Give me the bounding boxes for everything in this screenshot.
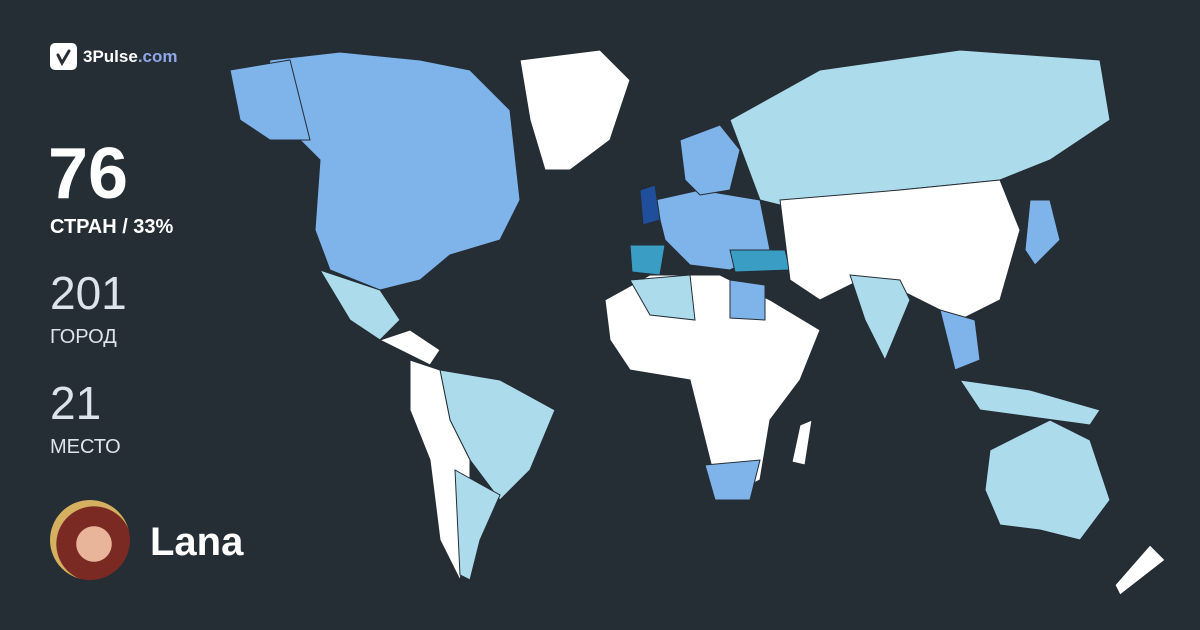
country-central-america[interactable]	[378, 329, 441, 366]
country-madagascar[interactable]	[791, 419, 813, 466]
country-indonesia[interactable]	[958, 379, 1101, 426]
country-greenland[interactable]	[519, 49, 631, 171]
rank-label: МЕСТО	[50, 436, 121, 458]
country-scandinavia[interactable]	[679, 124, 741, 196]
avatar[interactable]	[50, 500, 130, 580]
user-name[interactable]: Lana	[150, 520, 244, 564]
country-egypt[interactable]	[729, 279, 766, 321]
countries-count: 76	[48, 134, 129, 214]
country-spain[interactable]	[629, 244, 666, 276]
country-alaska[interactable]	[229, 59, 311, 141]
cities-count: 201	[50, 267, 127, 319]
country-southeast-asia[interactable]	[939, 309, 981, 371]
country-algeria[interactable]	[629, 274, 696, 321]
cities-label: ГОРОД	[50, 326, 117, 348]
country-uk[interactable]	[639, 184, 661, 226]
country-australia[interactable]	[984, 419, 1111, 541]
country-argentina[interactable]	[454, 469, 501, 581]
rank-value: 21	[50, 377, 102, 429]
brand-name: 3Pulse.com	[83, 46, 178, 66]
country-turkey[interactable]	[729, 249, 791, 273]
country-usa-canada[interactable]	[259, 51, 521, 291]
country-india[interactable]	[849, 274, 911, 362]
brand-logo[interactable]: 3Pulse.com	[50, 43, 178, 70]
country-south-africa[interactable]	[704, 459, 761, 501]
country-mexico[interactable]	[318, 269, 401, 341]
country-africa[interactable]	[604, 274, 821, 501]
country-japan[interactable]	[1024, 199, 1061, 266]
check-pulse-icon	[50, 43, 77, 70]
country-new-zealand[interactable]	[1114, 544, 1166, 596]
countries-label: СТРАН / 33%	[50, 216, 174, 238]
country-russia[interactable]	[729, 49, 1111, 211]
